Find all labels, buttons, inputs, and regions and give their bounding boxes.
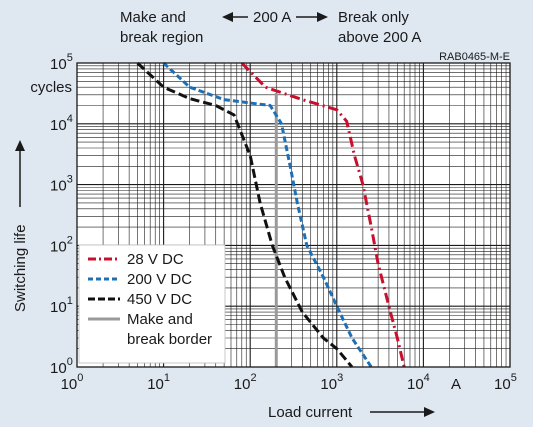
y-tick-label: 104 — [50, 113, 73, 134]
region-left-line2: break region — [120, 29, 203, 46]
y-unit-label: cycles — [30, 79, 72, 96]
legend-item-450v-dc-label: 450 V DC — [127, 291, 192, 308]
legend-item-make-break-border-label-line2: break border — [127, 331, 212, 348]
x-tick-label: 102 — [234, 372, 257, 393]
legend-item-200v-dc-label: 200 V DC — [127, 271, 192, 288]
x-tick-labels: 100 101 102 103 104 105 — [61, 372, 517, 393]
series-lines — [136, 61, 406, 368]
y-tick-label: 102 — [50, 234, 73, 255]
y-tick-labels: 100 101 102 103 104 105 — [50, 52, 73, 377]
region-right-line2: above 200 A — [338, 29, 421, 46]
legend-item-make-break-border-label: Make and — [127, 311, 193, 328]
x-unit-label: A — [451, 376, 461, 393]
x-tick-label: 103 — [320, 372, 343, 393]
y-tick-label: 101 — [50, 295, 73, 316]
x-axis-title: Load current — [268, 404, 353, 421]
series-200v-dc-line — [162, 61, 373, 368]
region-left-line1: Make and — [120, 9, 186, 26]
x-tick-label: 105 — [494, 372, 517, 393]
y-tick-label: 105 — [50, 52, 73, 73]
x-tick-label: 101 — [147, 372, 170, 393]
x-axis-arrow — [370, 407, 435, 417]
reference-code: RAB0465-M-E — [439, 51, 510, 63]
y-tick-label: 103 — [50, 174, 73, 195]
series-450v-dc-line — [136, 61, 354, 368]
series-28v-dc-line — [240, 61, 406, 368]
region-middle-label: 200 A — [253, 9, 291, 26]
y-axis-arrow — [15, 140, 25, 207]
y-axis-title: Switching life — [12, 224, 29, 312]
y-tick-label: 100 — [50, 356, 73, 377]
legend: 28 V DC 200 V DC 450 V DC Make and break bor… — [78, 244, 226, 364]
legend-item-28v-dc-label: 28 V DC — [127, 251, 184, 268]
legend-box — [78, 244, 226, 364]
region-arrow — [222, 12, 328, 22]
region-right-line1: Break only — [338, 9, 409, 26]
x-tick-label: 104 — [407, 372, 430, 393]
